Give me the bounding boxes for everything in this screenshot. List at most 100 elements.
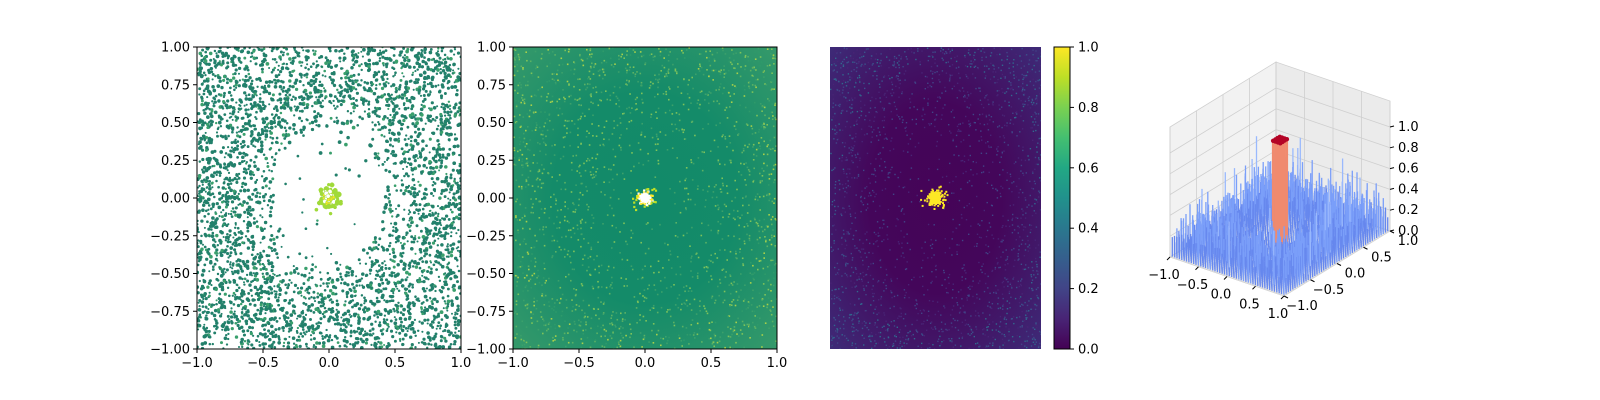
- heatmap-green-cell: [537, 185, 539, 188]
- scatter-point: [350, 66, 354, 70]
- scatter-point: [224, 195, 229, 199]
- scatter-point: [233, 315, 237, 319]
- scatter-point: [204, 50, 208, 54]
- scatter-point: [253, 128, 256, 131]
- heatmap-green-cell: [762, 340, 764, 343]
- heatmap-green-cell: [771, 78, 773, 81]
- scatter-point: [201, 268, 206, 273]
- scatter-point: [403, 208, 406, 211]
- scatter-point: [385, 56, 390, 61]
- heatmap-green-cell: [555, 203, 557, 205]
- scatter-point: [435, 218, 439, 222]
- heatmap-green-cell: [712, 100, 715, 103]
- scatter-point: [297, 335, 301, 339]
- heatmap-green-cell: [620, 312, 622, 315]
- scatter-point: [375, 61, 379, 66]
- scatter-point: [358, 284, 361, 287]
- scatter-point: [383, 115, 387, 119]
- scatter-point: [435, 249, 439, 253]
- scatter-point: [198, 51, 203, 56]
- heatmap-green-cell: [740, 289, 742, 291]
- scatter-point: [259, 93, 262, 96]
- scatter-point: [426, 322, 429, 325]
- scatter-point: [397, 289, 401, 292]
- heatmap-green-cell: [605, 120, 608, 122]
- heatmap-green-cell: [585, 323, 587, 326]
- heatmap-green-cell: [549, 101, 552, 103]
- heatmap-green-cell: [584, 315, 586, 318]
- scatter-point: [312, 345, 315, 349]
- scatter-point: [386, 62, 389, 65]
- scatter-point: [431, 222, 435, 225]
- scatter-point: [207, 208, 210, 211]
- heatmap-green-cell: [632, 49, 635, 51]
- heatmap-green-cell: [525, 143, 528, 145]
- scatter-point: [339, 272, 342, 276]
- scatter-point: [246, 216, 249, 219]
- heatmap-green-cell: [714, 205, 717, 207]
- heatmap-green-cell: [726, 192, 729, 195]
- heatmap-green-cell: [763, 123, 765, 125]
- heatmap-green-cell: [725, 72, 727, 74]
- scatter-point: [269, 278, 274, 282]
- scatter-point: [290, 281, 293, 284]
- scatter-point: [228, 233, 232, 237]
- scatter-point: [430, 85, 434, 88]
- scatter-point: [330, 252, 333, 255]
- heatmap-green-cell: [743, 95, 746, 97]
- heatmap-green-cell: [526, 59, 528, 62]
- scatter-point: [447, 266, 450, 270]
- scatter-point: [444, 165, 448, 169]
- scatter-point: [202, 71, 206, 75]
- scatter-point: [423, 56, 426, 59]
- scatter-point: [377, 283, 382, 288]
- scatter-point: [454, 181, 458, 185]
- scatter-point: [219, 305, 224, 310]
- scatter-point: [431, 320, 435, 324]
- scatter-point: [210, 311, 214, 315]
- scatter-point: [401, 56, 405, 59]
- scatter-point: [213, 49, 217, 53]
- scatter-point: [334, 292, 338, 296]
- scatter-point: [384, 309, 388, 313]
- scatter-point: [308, 272, 311, 275]
- scatter-point: [423, 254, 426, 258]
- scatter-point: [224, 212, 228, 215]
- heatmap-green-cell: [668, 259, 670, 261]
- scatter-point: [414, 113, 417, 117]
- scatter-point: [234, 68, 238, 72]
- heatmap-green-cell: [534, 50, 537, 53]
- scatter-point: [232, 189, 236, 193]
- scatter-point: [198, 87, 202, 91]
- scatter-point: [207, 182, 211, 186]
- scatter-point: [386, 327, 389, 330]
- scatter-point: [207, 121, 211, 124]
- scatter-point: [227, 332, 230, 336]
- scatter-point: [423, 97, 427, 102]
- scatter-point: [209, 58, 213, 62]
- heatmap-green-cell: [746, 223, 748, 225]
- heatmap-green-cell: [722, 301, 724, 304]
- scatter-point: [378, 59, 381, 63]
- scatter-point: [235, 243, 239, 247]
- scatter-point: [258, 100, 262, 103]
- scatter-point: [447, 138, 451, 142]
- scatter-point: [251, 192, 255, 196]
- scatter-point: [215, 173, 218, 177]
- scatter-point: [258, 291, 261, 295]
- scatter-point: [218, 60, 221, 63]
- scatter-point: [305, 330, 308, 333]
- heatmap-green-cell: [634, 98, 637, 101]
- scatter-point: [222, 95, 226, 99]
- scatter-point: [428, 209, 431, 213]
- scatter-point: [407, 98, 412, 103]
- scatter-point: [318, 113, 323, 118]
- heatmap-green-cell: [558, 302, 561, 304]
- scatter-point: [449, 271, 453, 276]
- scatter-point: [209, 141, 213, 145]
- scatter-point: [415, 80, 420, 84]
- scatter-point: [245, 264, 250, 269]
- scatter-point: [259, 317, 263, 321]
- scatter-point: [278, 84, 283, 89]
- heatmap-green-cell: [620, 146, 622, 149]
